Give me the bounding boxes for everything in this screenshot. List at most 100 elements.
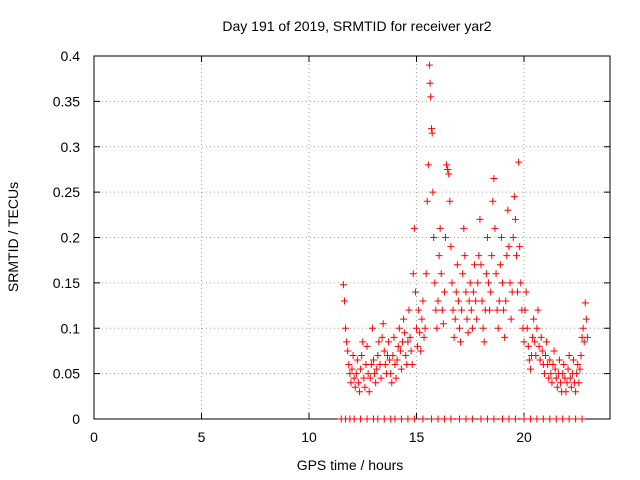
data-point <box>344 347 352 355</box>
data-point <box>579 324 587 332</box>
data-point <box>525 356 533 364</box>
data-point <box>540 370 548 378</box>
data-point <box>363 342 371 350</box>
data-point <box>393 356 401 364</box>
data-point <box>385 338 393 346</box>
data-point <box>370 356 377 364</box>
data-point <box>469 288 477 296</box>
data-point <box>442 234 450 241</box>
data-point <box>386 356 394 364</box>
data-point <box>575 379 583 387</box>
data-point <box>380 415 388 423</box>
data-points <box>337 61 591 423</box>
data-point <box>577 351 585 359</box>
data-point <box>472 297 480 305</box>
data-point <box>468 324 476 332</box>
data-point <box>499 415 506 423</box>
data-point <box>477 261 485 269</box>
data-point <box>488 252 496 260</box>
data-point <box>548 379 556 387</box>
data-point <box>491 224 499 232</box>
y-tick-label: 0.2 <box>61 230 81 246</box>
data-point <box>474 279 482 287</box>
data-point <box>358 351 366 359</box>
data-point <box>559 370 567 378</box>
data-point <box>526 365 534 373</box>
data-point <box>347 379 355 387</box>
data-point <box>424 161 432 169</box>
data-point <box>572 415 580 423</box>
data-point <box>505 243 513 251</box>
data-point <box>543 338 551 346</box>
data-point <box>373 365 381 373</box>
data-point <box>504 206 512 214</box>
y-tick-label: 0.3 <box>61 139 81 155</box>
data-point <box>437 270 445 278</box>
data-point <box>477 415 485 423</box>
data-point <box>552 374 560 382</box>
data-point <box>434 297 442 305</box>
data-point <box>460 224 468 232</box>
data-point <box>458 306 466 314</box>
data-point <box>410 415 418 423</box>
data-point <box>524 342 532 350</box>
data-point <box>467 306 475 314</box>
data-point <box>478 297 486 305</box>
data-point <box>438 306 446 314</box>
data-point <box>468 415 476 423</box>
data-point <box>480 338 488 346</box>
data-point <box>415 306 423 314</box>
data-point <box>466 279 474 287</box>
data-point <box>416 329 424 337</box>
data-point <box>444 165 452 173</box>
data-point <box>360 374 368 382</box>
data-point <box>350 374 358 382</box>
data-point <box>348 365 356 373</box>
data-point <box>471 261 479 269</box>
data-point <box>440 415 448 423</box>
data-point <box>560 361 568 369</box>
data-point <box>500 306 508 314</box>
data-point <box>372 379 380 387</box>
data-point <box>522 288 530 296</box>
data-point <box>534 306 542 314</box>
data-point <box>497 234 505 241</box>
data-point <box>367 361 375 369</box>
data-point <box>552 415 560 423</box>
y-tick-label: 0.4 <box>61 48 81 64</box>
data-point <box>496 261 504 269</box>
data-point <box>462 288 470 296</box>
data-point <box>387 370 395 378</box>
data-point <box>433 324 441 332</box>
data-point <box>447 243 455 251</box>
data-point <box>501 333 509 341</box>
data-point <box>391 361 399 369</box>
data-point <box>425 61 433 69</box>
data-point <box>512 252 520 260</box>
y-axis-label: SRMTID / TECUs <box>5 182 21 292</box>
data-point <box>485 279 493 287</box>
data-point <box>352 370 360 378</box>
data-point <box>565 415 573 423</box>
data-point <box>507 315 515 323</box>
data-point <box>446 197 454 205</box>
data-point <box>418 315 426 323</box>
data-point <box>533 324 541 332</box>
data-point <box>443 161 451 169</box>
y-tick-label: 0.1 <box>61 320 81 336</box>
data-point <box>473 315 481 323</box>
x-tick-label: 15 <box>409 429 425 445</box>
data-point <box>503 252 511 260</box>
data-point <box>573 370 581 378</box>
data-point <box>401 329 409 337</box>
data-point <box>505 415 513 423</box>
data-point <box>410 224 418 232</box>
data-point <box>346 370 354 378</box>
data-point <box>582 315 590 323</box>
data-point <box>557 379 565 387</box>
data-point <box>445 170 453 178</box>
data-point <box>451 315 459 323</box>
data-point <box>511 215 519 223</box>
data-point <box>533 415 541 423</box>
data-point <box>377 374 385 382</box>
